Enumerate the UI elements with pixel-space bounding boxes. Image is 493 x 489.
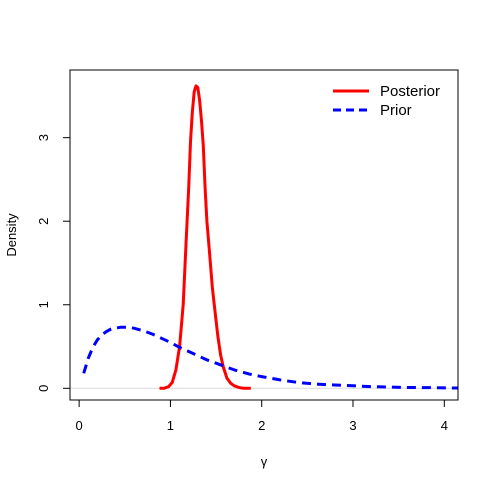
legend: Posterior Prior <box>333 83 440 119</box>
series-prior-line <box>82 325 459 390</box>
x-tick-label: 2 <box>258 418 265 433</box>
y-axis: 0 1 2 3 <box>36 134 70 392</box>
y-tick-label: 0 <box>36 385 51 392</box>
x-tick-label: 0 <box>76 418 83 433</box>
y-axis-label: Density <box>4 213 19 257</box>
plot-frame <box>69 69 459 401</box>
x-tick-label: 3 <box>349 418 356 433</box>
y-tick-label: 1 <box>36 301 51 308</box>
x-axis: 0 1 2 3 4 <box>76 399 448 433</box>
x-axis-label: γ <box>261 454 268 469</box>
legend-label-prior: Prior <box>380 102 412 119</box>
y-tick-label: 3 <box>36 134 51 141</box>
x-tick-label: 1 <box>167 418 174 433</box>
legend-label-posterior: Posterior <box>380 83 440 100</box>
y-tick-label: 2 <box>36 218 51 225</box>
x-tick-label: 4 <box>441 418 448 433</box>
series-posterior-line <box>159 84 251 390</box>
